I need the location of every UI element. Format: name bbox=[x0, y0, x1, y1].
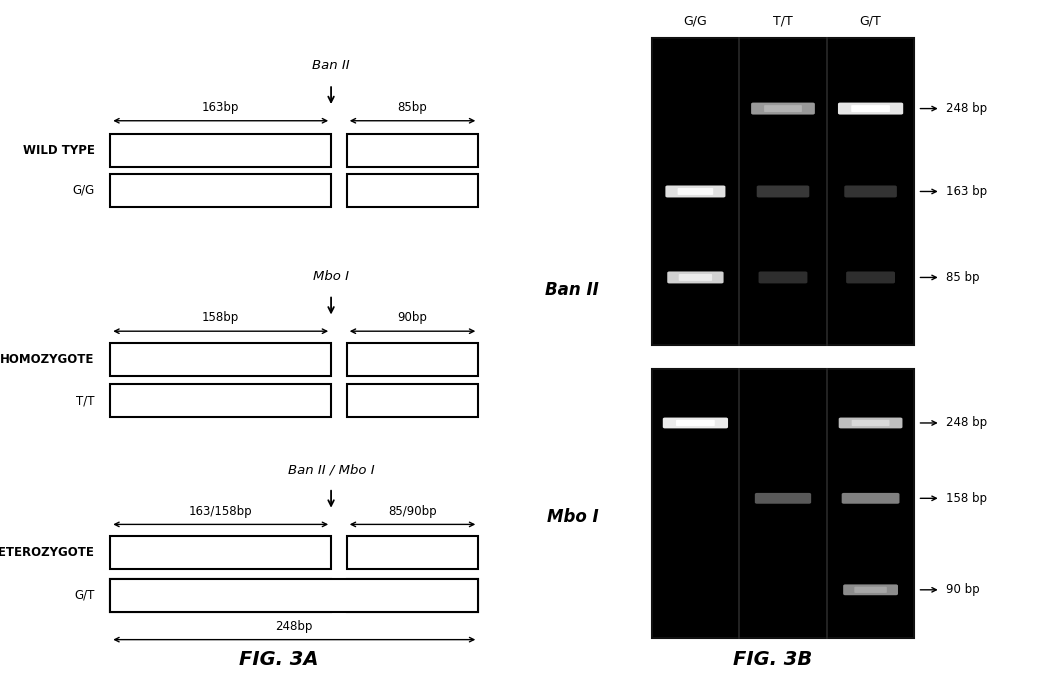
Bar bbox=[110, 579, 331, 612]
FancyBboxPatch shape bbox=[676, 420, 715, 426]
Bar bbox=[347, 343, 478, 376]
Text: 158bp: 158bp bbox=[202, 311, 240, 324]
FancyBboxPatch shape bbox=[846, 271, 895, 284]
Text: Ban II: Ban II bbox=[312, 59, 350, 72]
FancyBboxPatch shape bbox=[839, 417, 903, 428]
Text: Mbo I: Mbo I bbox=[548, 509, 599, 526]
Bar bbox=[110, 343, 331, 376]
Text: 248 bp: 248 bp bbox=[946, 417, 987, 429]
Text: G/G: G/G bbox=[73, 184, 95, 197]
Bar bbox=[347, 536, 478, 569]
Text: T/T: T/T bbox=[774, 14, 792, 28]
Bar bbox=[347, 174, 478, 207]
Bar bbox=[110, 134, 331, 167]
Text: 248 bp: 248 bp bbox=[946, 102, 987, 115]
Text: FIG. 3B: FIG. 3B bbox=[733, 650, 812, 669]
FancyBboxPatch shape bbox=[843, 584, 898, 595]
Bar bbox=[347, 384, 478, 417]
Bar bbox=[110, 174, 331, 207]
Text: 85/90bp: 85/90bp bbox=[388, 504, 437, 518]
FancyBboxPatch shape bbox=[755, 493, 811, 504]
FancyBboxPatch shape bbox=[759, 271, 807, 284]
Bar bbox=[347, 579, 478, 612]
FancyBboxPatch shape bbox=[665, 186, 725, 197]
Text: FIG. 3A: FIG. 3A bbox=[239, 650, 318, 669]
Bar bbox=[110, 579, 478, 612]
Bar bbox=[110, 536, 331, 569]
Text: HOMOZYGOTE: HOMOZYGOTE bbox=[0, 353, 95, 366]
FancyBboxPatch shape bbox=[663, 417, 728, 428]
Text: 85 bp: 85 bp bbox=[946, 271, 980, 284]
Text: Ban II: Ban II bbox=[545, 281, 599, 299]
Text: G/G: G/G bbox=[683, 14, 707, 28]
FancyBboxPatch shape bbox=[844, 186, 897, 197]
Bar bbox=[652, 38, 914, 345]
FancyBboxPatch shape bbox=[751, 103, 815, 115]
Text: 163bp: 163bp bbox=[202, 101, 240, 114]
Text: 85bp: 85bp bbox=[397, 101, 428, 114]
Text: 248bp: 248bp bbox=[275, 620, 313, 633]
Text: G/T: G/T bbox=[75, 589, 95, 602]
Text: Ban II / Mbo I: Ban II / Mbo I bbox=[288, 463, 374, 476]
Text: Mbo I: Mbo I bbox=[313, 270, 349, 283]
Bar bbox=[110, 384, 331, 417]
FancyBboxPatch shape bbox=[851, 105, 890, 112]
Text: 90 bp: 90 bp bbox=[946, 583, 980, 596]
FancyBboxPatch shape bbox=[842, 493, 900, 504]
FancyBboxPatch shape bbox=[678, 188, 714, 195]
FancyBboxPatch shape bbox=[757, 186, 809, 197]
Bar bbox=[652, 369, 914, 638]
Text: 163 bp: 163 bp bbox=[946, 185, 987, 198]
Text: G/T: G/T bbox=[860, 14, 882, 28]
FancyBboxPatch shape bbox=[667, 271, 723, 284]
FancyBboxPatch shape bbox=[851, 420, 889, 426]
Bar bbox=[347, 134, 478, 167]
Text: T/T: T/T bbox=[76, 395, 95, 407]
FancyBboxPatch shape bbox=[679, 274, 713, 281]
Text: HETEROZYGOTE: HETEROZYGOTE bbox=[0, 546, 95, 559]
Text: WILD TYPE: WILD TYPE bbox=[23, 144, 95, 157]
FancyBboxPatch shape bbox=[854, 586, 887, 593]
Text: 90bp: 90bp bbox=[397, 311, 428, 324]
FancyBboxPatch shape bbox=[838, 103, 903, 115]
Text: 158 bp: 158 bp bbox=[946, 492, 987, 505]
Text: 163/158bp: 163/158bp bbox=[189, 504, 252, 518]
FancyBboxPatch shape bbox=[764, 105, 802, 112]
